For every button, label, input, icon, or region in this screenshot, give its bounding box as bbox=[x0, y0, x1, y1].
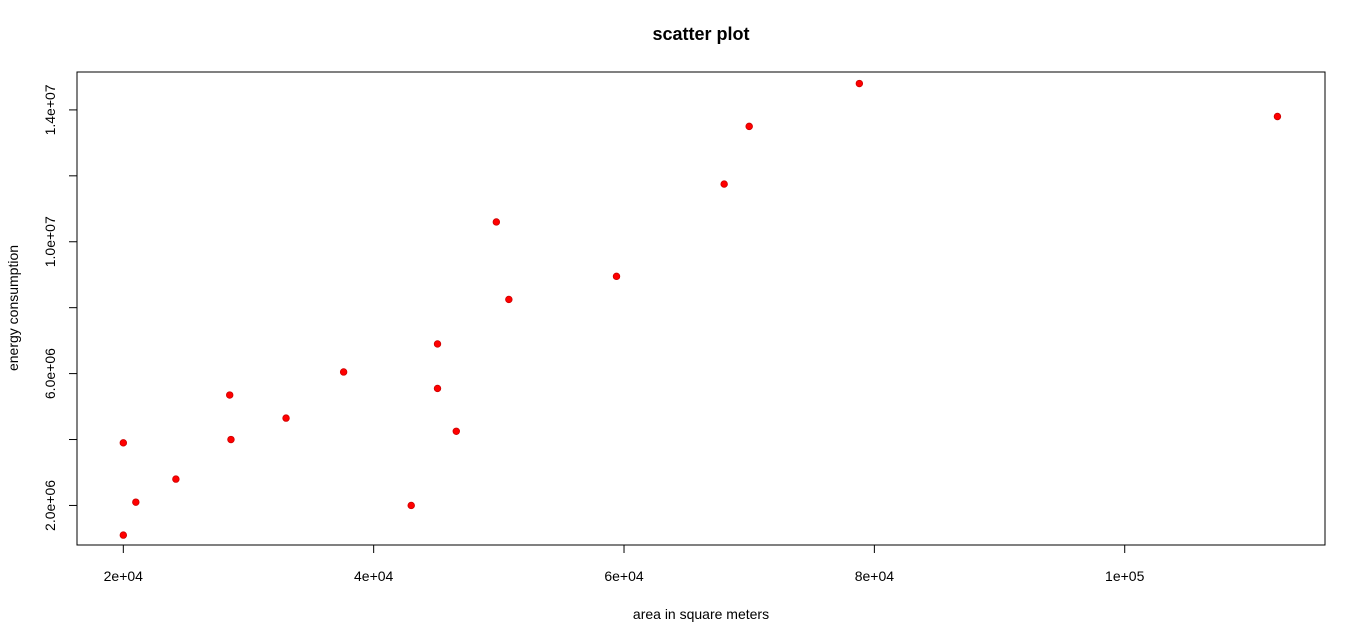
data-point bbox=[452, 427, 460, 435]
data-point bbox=[1273, 112, 1282, 121]
data-point bbox=[282, 414, 290, 422]
data-point bbox=[433, 340, 442, 348]
y-tick-label: 2.0e+06 bbox=[42, 480, 58, 531]
data-point bbox=[226, 391, 234, 399]
x-tick-label: 4e+04 bbox=[354, 568, 394, 584]
x-axis-label: area in square meters bbox=[633, 606, 769, 622]
data-point bbox=[612, 272, 621, 281]
data-point bbox=[745, 122, 753, 131]
chart-title: scatter plot bbox=[652, 24, 749, 44]
data-point bbox=[855, 79, 864, 88]
x-tick-label: 8e+04 bbox=[855, 568, 895, 584]
y-axis-label: energy consumption bbox=[5, 245, 21, 371]
x-tick-label: 2e+04 bbox=[104, 568, 144, 584]
data-point bbox=[492, 218, 501, 226]
data-point bbox=[720, 180, 728, 188]
y-axis: 2.0e+06 6.0e+06 1.0e+07 1.4e+07 bbox=[42, 84, 78, 531]
y-tick-label: 6.0e+06 bbox=[42, 348, 58, 399]
data-point bbox=[132, 498, 140, 506]
y-tick-label: 1.0e+07 bbox=[42, 216, 58, 267]
data-point bbox=[227, 435, 235, 444]
data-point bbox=[172, 475, 180, 483]
x-tick-label: 1e+05 bbox=[1105, 568, 1145, 584]
plot-frame bbox=[76, 71, 1326, 546]
data-points bbox=[119, 79, 1282, 539]
data-point bbox=[505, 295, 513, 304]
data-point bbox=[119, 531, 128, 539]
y-tick-label: 1.4e+07 bbox=[42, 84, 58, 135]
x-tick-label: 6e+04 bbox=[604, 568, 644, 584]
data-point bbox=[407, 501, 415, 510]
data-point bbox=[433, 384, 442, 393]
data-point bbox=[119, 439, 128, 447]
x-axis: 2e+04 4e+04 6e+04 8e+04 1e+05 bbox=[104, 544, 1145, 584]
data-point bbox=[339, 368, 348, 376]
